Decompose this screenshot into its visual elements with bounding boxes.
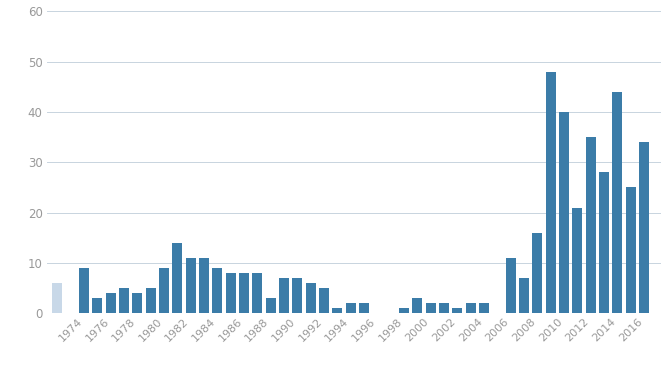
Bar — [186, 258, 196, 313]
Bar — [452, 308, 462, 313]
Bar — [572, 208, 582, 313]
Bar — [613, 92, 623, 313]
Bar — [172, 243, 182, 313]
Bar — [359, 303, 369, 313]
Bar — [333, 308, 343, 313]
Bar — [519, 278, 529, 313]
Bar — [146, 288, 156, 313]
Bar — [559, 112, 569, 313]
Bar — [239, 273, 249, 313]
Bar — [119, 288, 129, 313]
Bar — [439, 303, 449, 313]
Bar — [92, 298, 102, 313]
Bar — [199, 258, 209, 313]
Bar — [319, 288, 329, 313]
Bar — [412, 298, 422, 313]
Bar — [79, 268, 89, 313]
Bar — [293, 278, 303, 313]
Bar — [132, 293, 142, 313]
Bar — [253, 273, 263, 313]
Bar — [532, 233, 542, 313]
Bar — [466, 303, 476, 313]
Bar — [599, 172, 609, 313]
Bar — [159, 268, 169, 313]
Bar — [479, 303, 489, 313]
Bar — [346, 303, 355, 313]
Bar — [52, 283, 62, 313]
Bar — [626, 188, 636, 313]
Bar — [306, 283, 316, 313]
Bar — [226, 273, 236, 313]
Bar — [546, 72, 556, 313]
Bar — [506, 258, 516, 313]
Bar — [106, 293, 116, 313]
Bar — [266, 298, 276, 313]
Bar — [586, 137, 596, 313]
Bar — [212, 268, 222, 313]
Bar — [426, 303, 436, 313]
Bar — [279, 278, 289, 313]
Bar — [399, 308, 409, 313]
Bar — [639, 142, 649, 313]
